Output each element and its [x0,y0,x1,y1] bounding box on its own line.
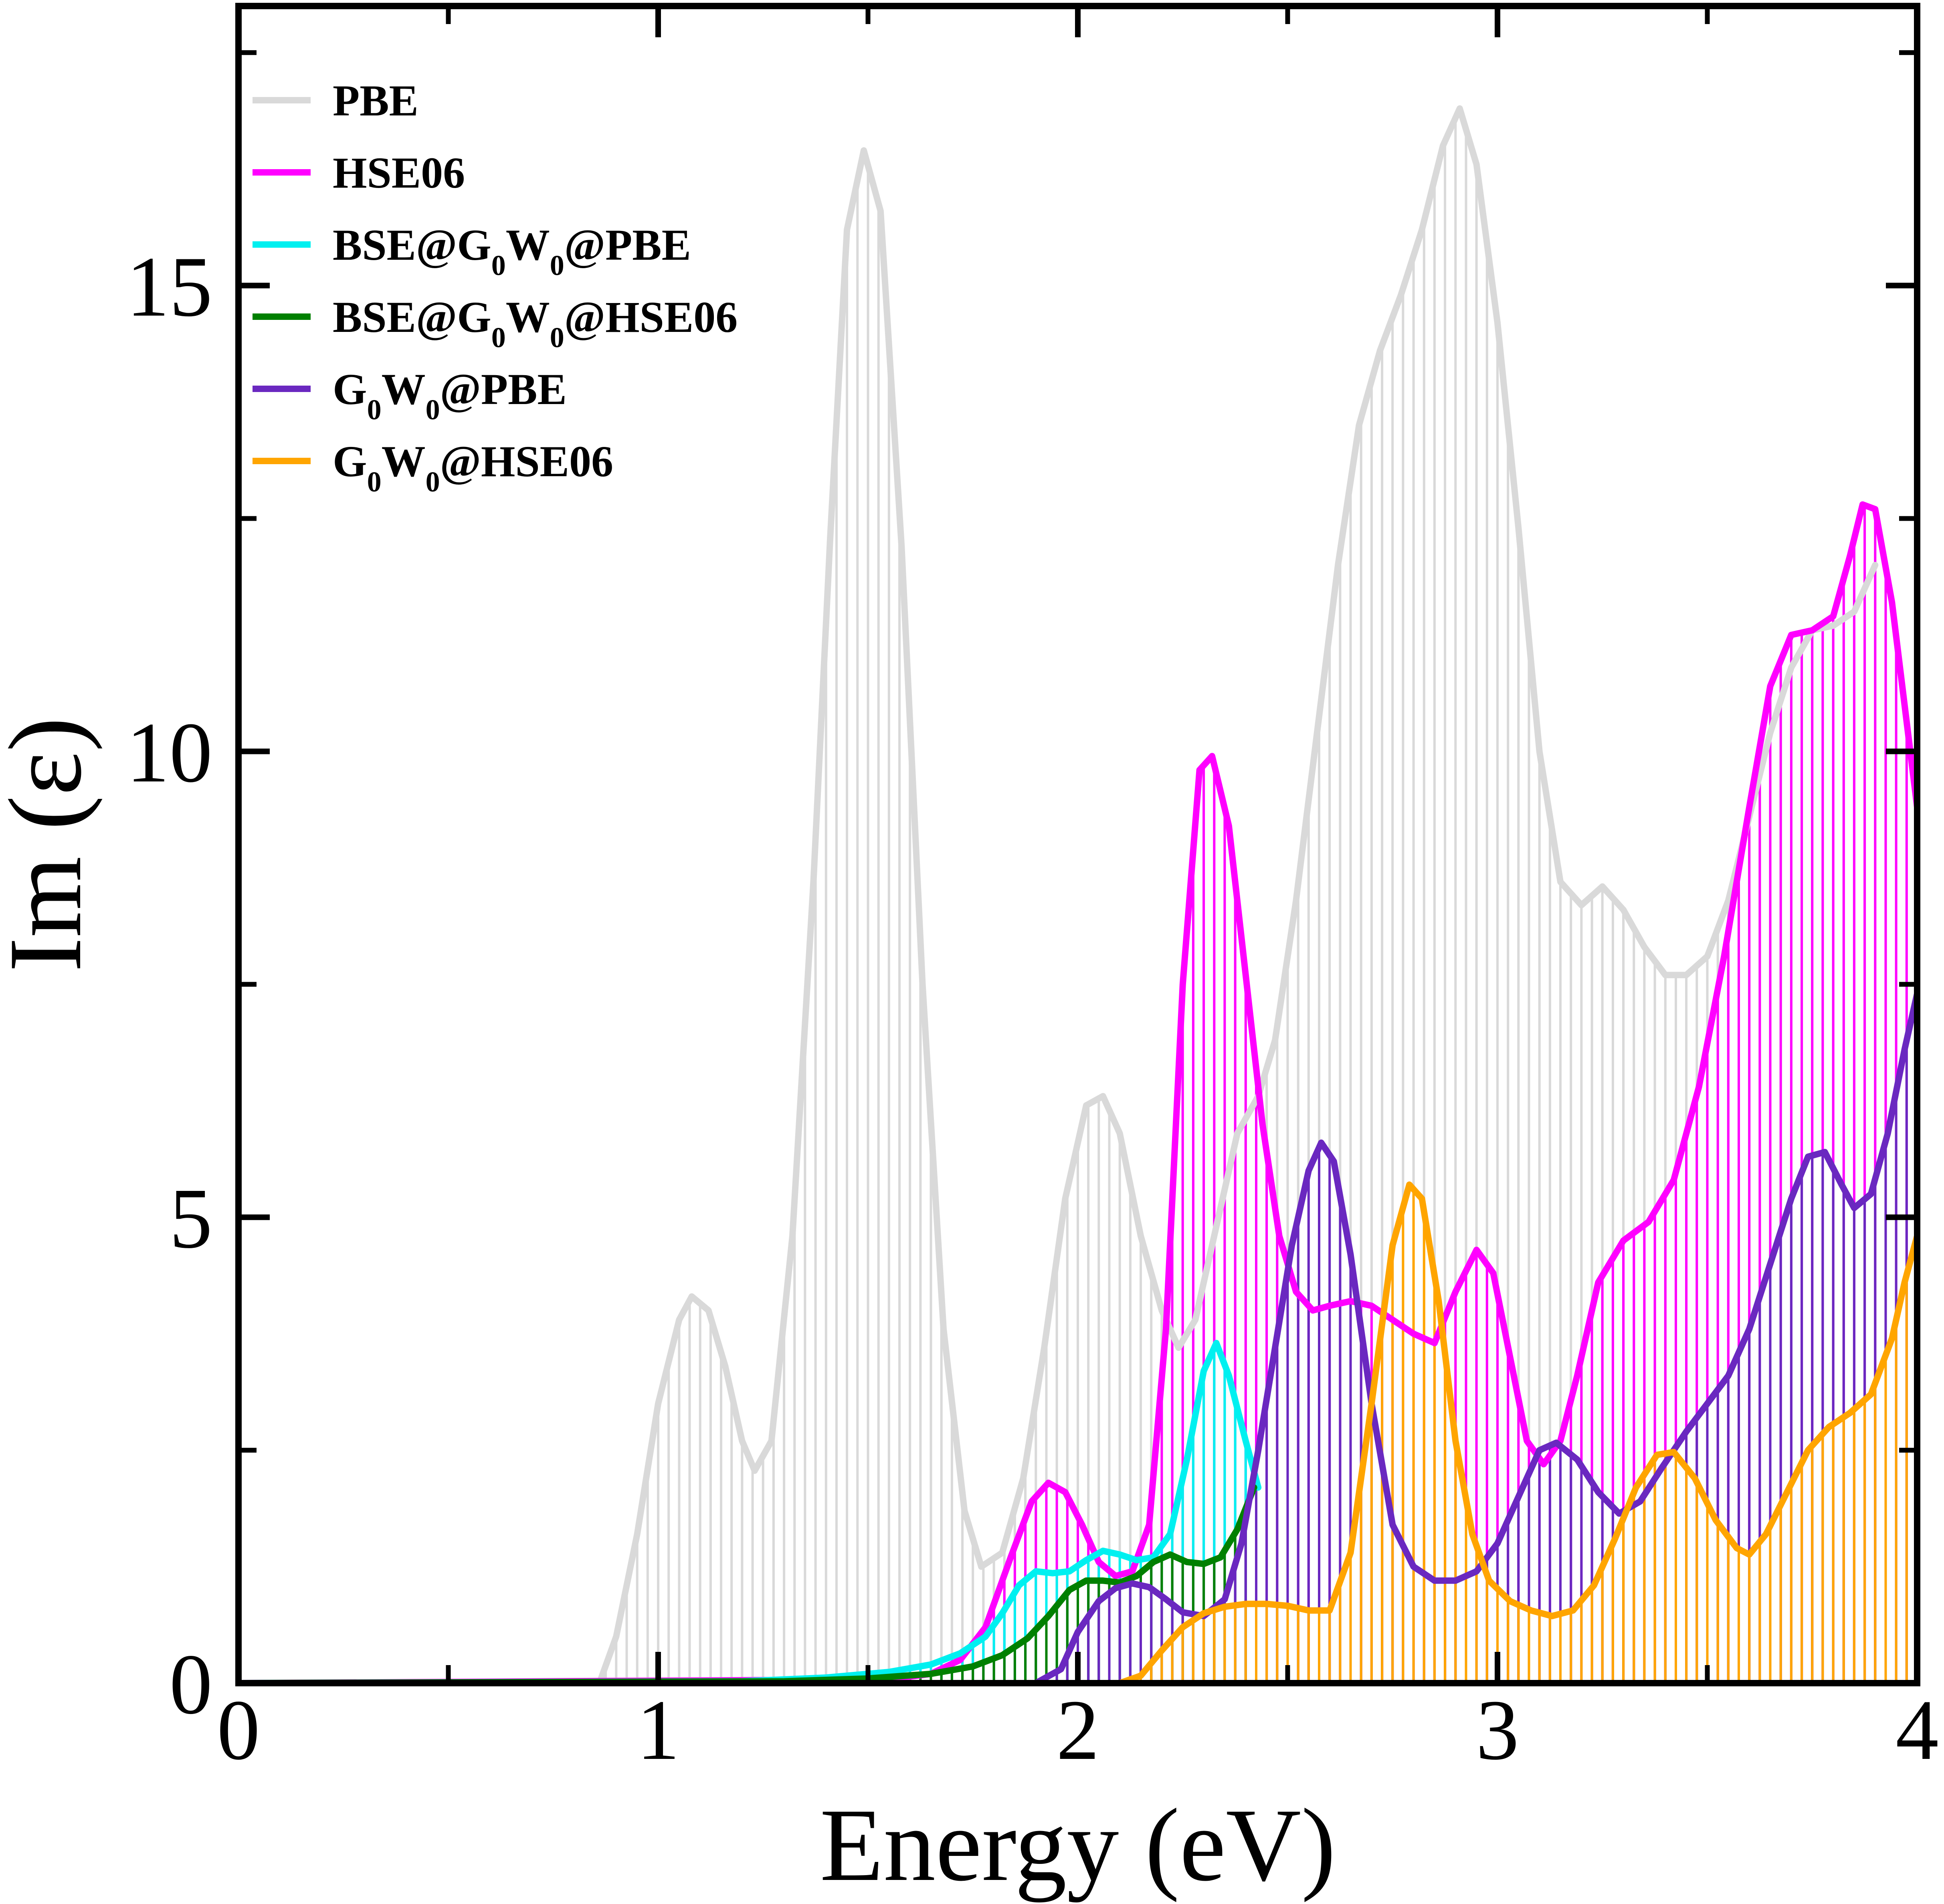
x-tick-label: 2 [1056,1682,1099,1778]
curve-layer [235,105,1920,1686]
legend-item-g0w0-pbe: G0W0@PBE [253,365,567,426]
x-tick-label: 1 [637,1682,680,1778]
legend-label: G0W0@PBE [333,365,567,426]
y-tick-label: 5 [170,1170,213,1266]
x-tick-label: 0 [217,1682,260,1778]
x-tick-label: 3 [1476,1682,1519,1778]
axis-ticks [236,6,1920,1686]
series-line-g0w0-pbe [1033,990,1920,1686]
x-tick-label: 4 [1896,1682,1939,1778]
series-line-pbe [235,105,1879,1686]
legend-label: PBE [333,76,418,125]
legend-item-bse-g0w0-pbe: BSE@G0W0@PBE [253,220,691,281]
legend-label: BSE@G0W0@HSE06 [333,293,738,354]
y-tick-label: 0 [170,1636,213,1732]
legend-label: BSE@G0W0@PBE [333,220,691,281]
y-tick-label: 10 [126,705,212,800]
x-axis-title: Energy (eV) [820,1787,1336,1903]
hatch-g0w0-hse06 [1129,1189,1918,1683]
legend-item-hse06: HSE06 [253,148,465,197]
y-tick-label: 15 [126,239,212,334]
series-line-bse-g0w0-hse06 [235,1484,1257,1686]
legend-label: G0W0@HSE06 [333,437,613,498]
legend-item-bse-g0w0-hse06: BSE@G0W0@HSE06 [253,293,738,354]
hatch-hse06 [562,505,1918,1683]
series-line-g0w0-hse06 [1116,1181,1920,1686]
axis-tick-labels: 0 1 2 3 4 0 5 10 15 [126,239,1939,1778]
legend: PBE HSE06 BSE@G0W0@PBE BSE@G0W0@HSE06 G0W0@P… [253,76,738,498]
legend-label: HSE06 [333,148,465,197]
y-axis-title: Im (ε) [0,717,103,972]
legend-item-g0w0-hse06: G0W0@HSE06 [253,437,613,498]
legend-item-pbe: PBE [253,76,418,125]
series-line-bse-g0w0-pbe [235,1340,1262,1686]
series-line-hse06 [235,501,1920,1686]
